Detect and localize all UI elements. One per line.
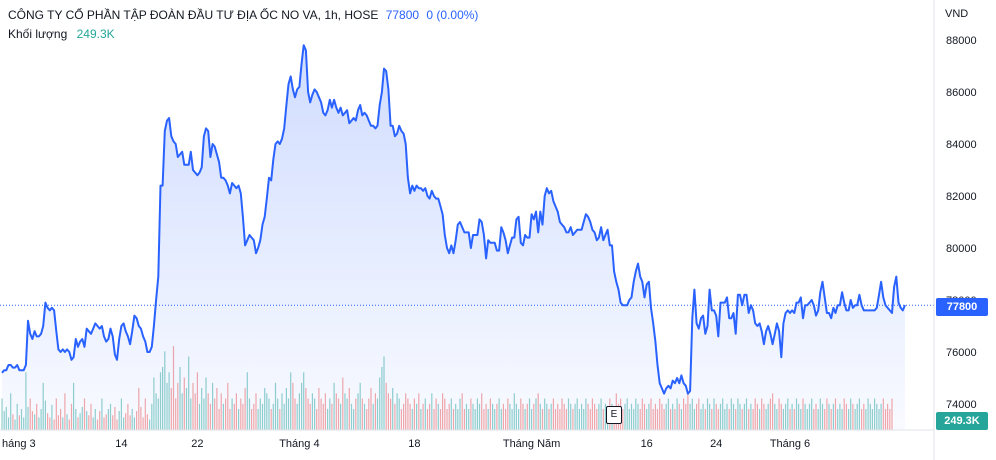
legend-main-row: CÔNG TY CỔ PHẦN TẬP ĐOÀN ĐẦU TƯ ĐỊA ỐC N… — [8, 6, 478, 25]
time-tick-label: Tháng 6 — [770, 438, 810, 450]
legend-symbol[interactable]: CÔNG TY CỔ PHẦN TẬP ĐOÀN ĐẦU TƯ ĐỊA ỐC N… — [8, 8, 379, 22]
time-tick-label: 24 — [710, 438, 722, 450]
time-axis[interactable]: háng 3 14 22 Tháng 4 18 Tháng Năm 16 24 Tháng 6 — [2, 438, 810, 450]
time-tick-label: Tháng 4 — [279, 438, 319, 450]
price-tick-label: 88000 — [946, 35, 977, 47]
earnings-event-marker[interactable]: E — [606, 406, 622, 424]
price-axis[interactable]: 8800086000840008200080000780007600074000 — [946, 35, 977, 411]
time-tick-label: 16 — [641, 438, 653, 450]
legend-last-price: 77800 — [385, 8, 420, 22]
price-tick-label: 82000 — [946, 191, 977, 203]
price-tick-label: 80000 — [946, 243, 977, 255]
currency-label: VND — [945, 8, 969, 20]
time-tick-label: 18 — [408, 438, 420, 450]
price-tick-label: 84000 — [946, 139, 977, 151]
time-tick-label: Tháng Năm — [503, 438, 560, 450]
legend-volume-label[interactable]: Khối lượng — [8, 27, 68, 41]
price-tick-label: 76000 — [946, 347, 977, 359]
time-tick-label: 14 — [115, 438, 127, 450]
price-area-fill — [2, 45, 905, 430]
time-tick-label: 22 — [191, 438, 203, 450]
legend-change: 0 (0.00%) — [426, 8, 479, 22]
price-tick-label: 74000 — [946, 399, 977, 411]
price-line — [1, 44, 906, 395]
price-tick-label: 86000 — [946, 87, 977, 99]
time-tick-label: háng 3 — [2, 438, 36, 450]
last-price-badge: 77800 — [936, 298, 988, 316]
volume-badge: 249.3K — [936, 412, 988, 430]
legend-volume-value: 249.3K — [76, 27, 115, 41]
legend-volume-row: Khối lượng 249.3K — [8, 25, 478, 44]
chart-legend: CÔNG TY CỔ PHẦN TẬP ĐOÀN ĐẦU TƯ ĐỊA ỐC N… — [8, 6, 478, 44]
